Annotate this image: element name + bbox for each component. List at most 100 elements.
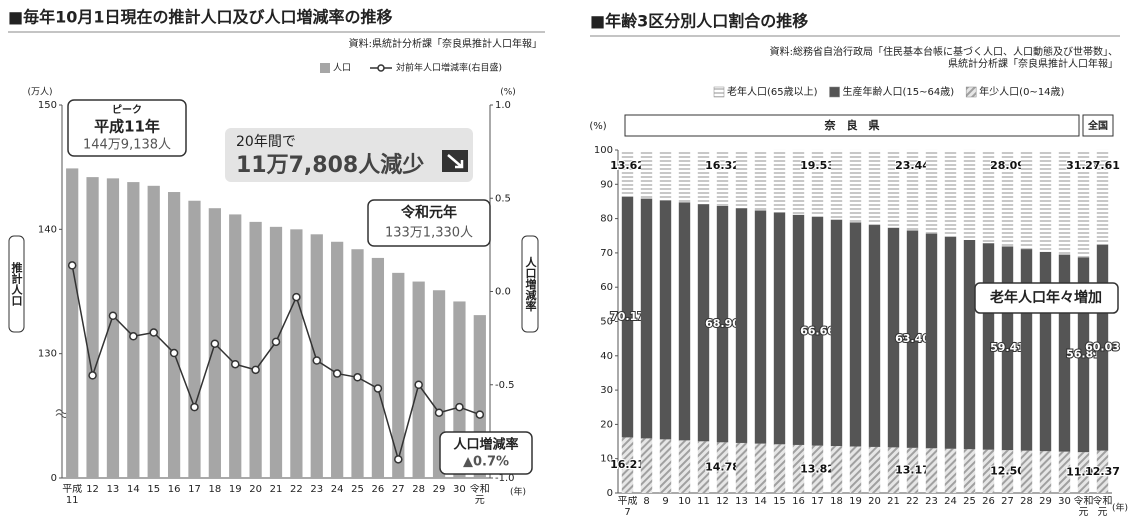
x-tick-label-box: 9 [662,496,669,507]
bar-segment [1020,450,1033,493]
y-tick-label: 10 [600,454,613,465]
bar [66,168,79,478]
bar-segment [716,205,729,443]
annotation: 133万1,330人 [385,226,473,241]
y-tick-label: 50 [600,317,613,328]
x-tick-label: 令和元 [1092,496,1113,518]
y-tick-label: 0 [51,473,57,484]
callout [225,128,473,182]
line-marker [190,402,199,412]
x-tick-label: 17 [188,484,201,495]
line-marker [129,332,138,341]
x-tick-label: 22 [906,496,919,507]
value-label: 11.91 [1066,466,1101,479]
value-label: 60.03 [1085,341,1120,354]
bar-segment [811,149,824,217]
bar-segment [1096,450,1109,493]
region-label: 奈 良 県 [824,118,880,132]
bar-segment [1020,150,1033,250]
x-tick-label: 13 [735,496,748,507]
line-marker [332,369,342,378]
x-tick-label: 9 [662,496,669,507]
bar [412,281,425,478]
region-header [624,114,1080,137]
x-tick-label: 19 [228,484,242,495]
x-tick-label: 19 [849,496,862,507]
x-tick-label-box: 30 [453,484,466,495]
bar [331,241,344,478]
annotation: 老年人口年々増加 [990,289,1102,306]
x-tick-label: 10 [678,496,691,507]
bar-segment [716,442,729,493]
bar-segment [830,219,843,447]
x-tick-label-box: 20 [868,496,881,507]
x-tick-label: 平成11 [62,484,83,506]
x-tick-label: 24 [944,496,957,507]
x-tick-label-box: 12 [716,496,729,507]
x-tick-label: 26 [982,496,995,507]
bar-segment [982,150,995,244]
bar-segment [963,239,976,450]
bar-segment [640,438,653,493]
y-tick-label: 20 [600,419,613,430]
y-tick-label: 140 [38,224,57,235]
x-tick-label-box: 24 [331,484,344,495]
bar-segment [678,202,691,441]
x-tick-label: 12 [86,484,99,495]
bar-segment [906,149,919,231]
x-tick-label: 27 [1001,496,1014,507]
arrow-icon [447,154,464,169]
legend-label: 老年人口(65歳以上) [727,85,818,98]
bar [106,178,120,478]
x-tick-label-box: 20 [249,484,262,495]
x-tick-label: 11 [697,496,710,507]
bar-segment [925,448,938,493]
value-label: 59.41 [990,341,1025,354]
x-tick-label-box: 13 [735,496,748,507]
legend-swatch [965,86,977,98]
value-label: 13.82 [800,462,835,475]
x-tick-label-box: 22 [290,484,303,495]
x-tick-label-box: 14 [127,484,140,495]
bar-segment [1039,451,1052,493]
legend-swatch [829,86,840,98]
legend-swatch [713,86,725,98]
x-tick-label: 30 [453,484,466,495]
x-tick-label-box: 25 [963,496,976,507]
line-marker [434,408,444,417]
bar-segment [1001,246,1014,451]
value-label: 68.90 [705,317,740,330]
bar-segment [716,150,729,206]
x-tick-label-box: 28 [1020,496,1033,507]
bar [392,272,405,478]
bar-segment [868,225,881,447]
bar [310,234,323,478]
x-tick-label: 25 [963,496,976,507]
x-tick-label-box: 8 [643,496,649,507]
y-unit: (万人) [27,87,52,98]
value-label: 13.62 [610,159,645,172]
line-marker [353,373,362,382]
bar-segment [906,230,919,448]
value-label: 31.28 [1066,159,1101,172]
value-label: 56.81 [1066,348,1101,361]
bar-segment [621,437,634,493]
bar-segment [1020,249,1033,451]
bar-segment [1058,150,1071,255]
y-tick-label: 0 [607,488,613,499]
value-label: 23.44 [895,159,930,172]
bar-segment [887,447,900,493]
x-tick-label: 令和元 [469,484,490,506]
bar [290,229,303,478]
line-marker [210,339,220,348]
x-tick-label-box: 18 [830,496,843,507]
legend-label: 対前年人口増減率(右目盛) [396,62,502,74]
bar [371,257,385,478]
chart-title: ■年齢3区分別人口割合の推移 [590,12,808,31]
x-tick-label-box: 令和元 [1092,496,1113,518]
bar [249,221,262,478]
x-tick-label: 21 [887,496,900,507]
x-tick-label-box: 30 [1058,496,1071,507]
y-tick-label: 70 [600,248,613,259]
y-tick-label: 30 [600,385,613,396]
